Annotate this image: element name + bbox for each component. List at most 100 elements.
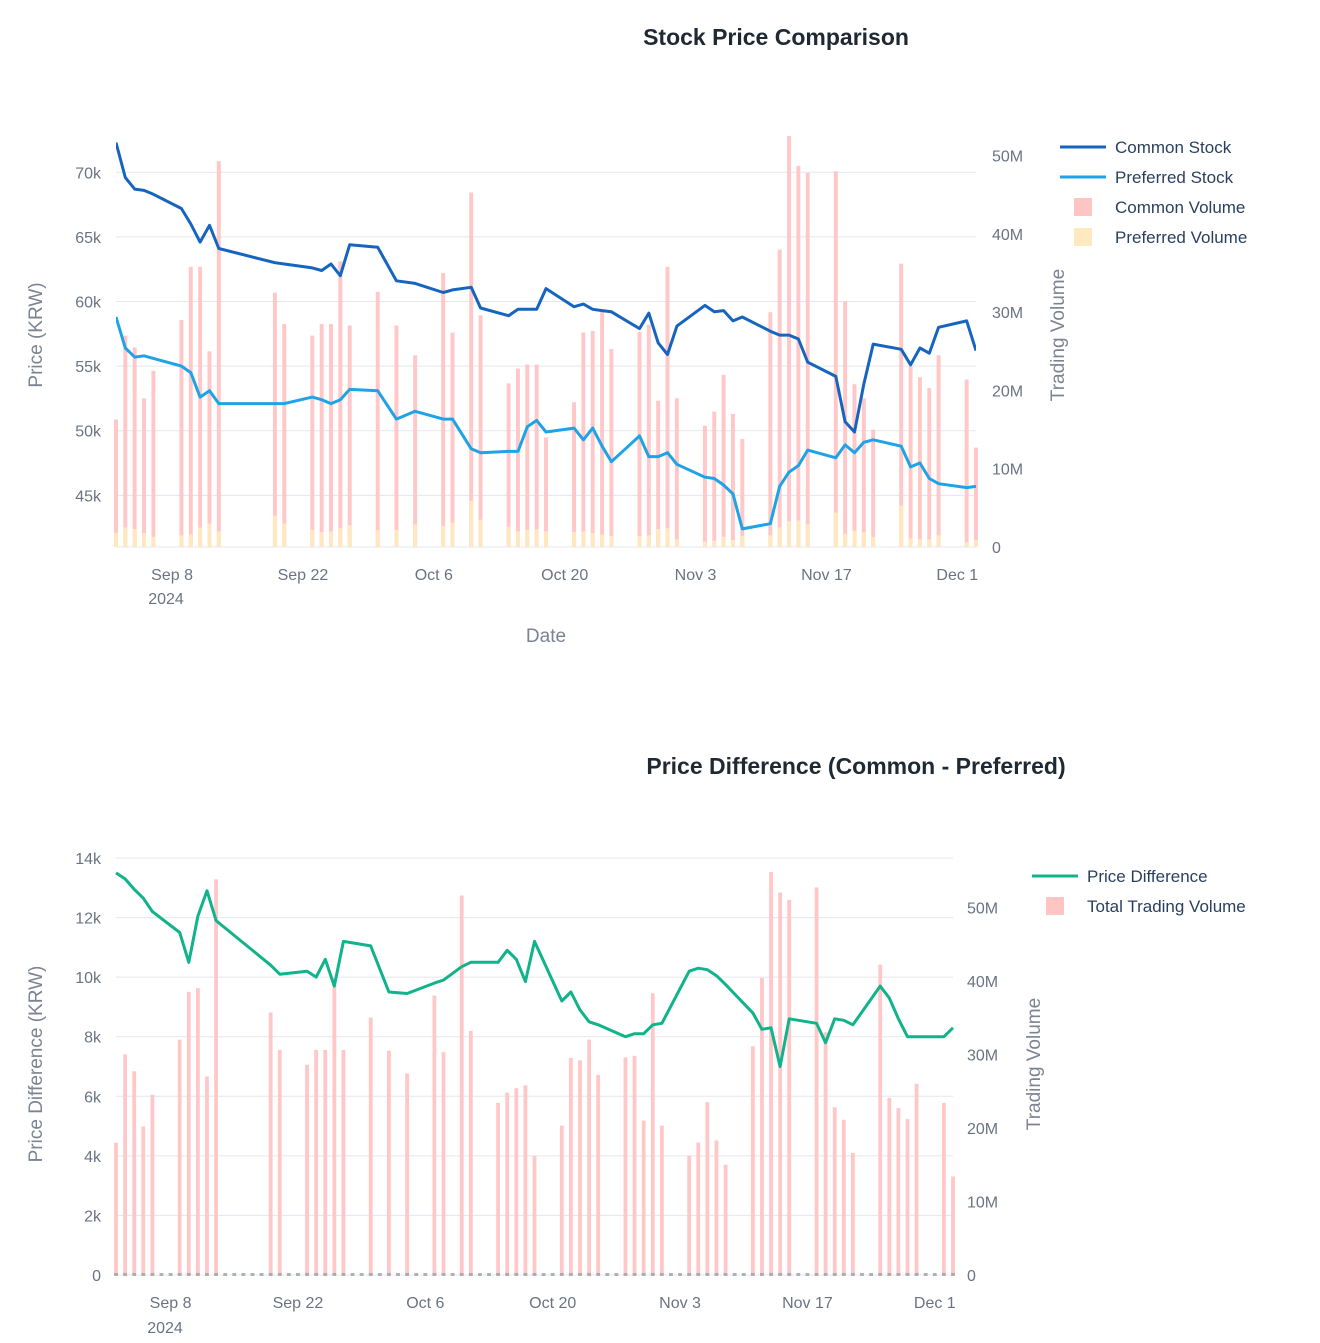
volume-bar [459, 895, 464, 1275]
zero-marker [459, 1273, 464, 1276]
volume-bar [896, 1108, 901, 1275]
volume-bar [787, 136, 792, 547]
zero-marker [159, 1273, 164, 1276]
zero-marker [678, 1273, 682, 1276]
legend-label: Common Stock [1115, 138, 1232, 157]
volume-bar [572, 402, 577, 547]
zero-marker [368, 1273, 373, 1276]
volume-bar [151, 370, 156, 547]
zero-baseline-markers [114, 1273, 955, 1276]
y2-tick-label: 10M [992, 462, 1023, 479]
volume-bar [198, 527, 203, 547]
volume-bar [936, 355, 941, 547]
volume-bar [650, 993, 655, 1275]
zero-marker [823, 1273, 828, 1276]
volume-bar [646, 535, 651, 547]
zero-marker [687, 1273, 692, 1276]
volume-bar [151, 536, 156, 547]
volume-bar [534, 364, 539, 547]
volume-bar [974, 447, 978, 547]
volume-bar [142, 398, 147, 547]
volume-bar [132, 347, 137, 547]
x-tick-label: Oct 6 [406, 1295, 444, 1312]
volume-bar [216, 161, 221, 547]
zero-marker [250, 1273, 255, 1276]
zero-marker [832, 1273, 837, 1276]
zero-marker [869, 1273, 874, 1276]
volume-bar [623, 1057, 628, 1275]
y2-tick-label: 20M [967, 1121, 998, 1138]
volume-bar [796, 165, 801, 547]
volume-bar [705, 1102, 710, 1275]
volume-bar [506, 383, 511, 547]
volume-bar [478, 519, 483, 547]
volume-bar [600, 534, 605, 547]
volume-bar [272, 515, 277, 547]
volume-bar [142, 532, 147, 547]
x-tick-label: Sep 22 [278, 567, 329, 584]
y2-axis-title: Trading Volume [1048, 269, 1069, 401]
legend: Common Stock Preferred Stock Common Volume… [1060, 138, 1247, 247]
stock-price-comparison-chart: Stock Price Comparison 45k 50k 55k 60k 65k 70… [26, 24, 1247, 647]
volume-bar [740, 536, 745, 547]
zero-marker [805, 1273, 810, 1276]
y2-tick-label: 40M [967, 974, 998, 991]
volume-bar [478, 315, 483, 547]
y2-tick-label: 30M [992, 305, 1023, 322]
legend-bar-swatch [1046, 897, 1064, 915]
volume-bar [578, 1060, 582, 1275]
zero-marker [141, 1273, 146, 1276]
x-axis-title: Date [526, 626, 566, 647]
volume-bar [207, 351, 212, 547]
volume-bar [469, 500, 474, 547]
legend: Price Difference Total Trading Volume [1032, 867, 1246, 916]
y-tick-label: 45k [75, 488, 102, 505]
volume-bar [544, 531, 548, 547]
volume-bar [441, 1052, 446, 1275]
volume-bar [852, 530, 857, 547]
x-axis-ticks: Sep 8 Sep 22 Oct 6 Oct 20 Nov 3 Nov 17 Dec 1 [150, 1295, 956, 1312]
x-tick-label: Dec 1 [936, 567, 978, 584]
zero-marker [641, 1273, 646, 1276]
volume-bar [198, 266, 203, 547]
volume-bar [843, 301, 848, 547]
zero-marker [232, 1273, 237, 1276]
zero-marker [760, 1273, 764, 1276]
zero-marker [214, 1273, 218, 1276]
volume-bar [319, 532, 324, 547]
volume-bar [596, 1074, 601, 1275]
volume-bar [141, 1126, 146, 1275]
volume-bar [833, 171, 838, 548]
total-volume-bars [114, 871, 955, 1275]
x-tick-label: Dec 1 [914, 1295, 956, 1312]
zero-marker [568, 1273, 573, 1276]
volume-bar [568, 1058, 573, 1275]
volume-bar [714, 1140, 719, 1275]
volume-bar [413, 524, 418, 547]
volume-bar [319, 323, 324, 547]
volume-bar [656, 400, 661, 547]
volume-bar [665, 528, 670, 547]
y-tick-label: 70k [75, 165, 102, 182]
zero-marker [168, 1273, 173, 1276]
y2-tick-label: 50M [992, 149, 1023, 166]
volume-bar [641, 1120, 646, 1275]
y2-tick-label: 0 [967, 1268, 976, 1285]
volume-bar [723, 1164, 728, 1275]
volume-bar [179, 320, 184, 547]
y2-tick-label: 40M [992, 227, 1023, 244]
zero-marker [705, 1273, 710, 1276]
volume-bar [114, 1142, 118, 1275]
y-tick-label: 55k [75, 359, 102, 376]
zero-marker [559, 1273, 564, 1276]
zero-marker [468, 1273, 473, 1276]
volume-bar [394, 529, 399, 547]
y2-tick-label: 0 [992, 540, 1001, 557]
volume-bar [600, 310, 605, 547]
zero-marker [177, 1273, 182, 1276]
volume-bar [841, 1119, 846, 1275]
y2-tick-label: 30M [967, 1047, 998, 1064]
zero-marker [432, 1273, 437, 1276]
volume-bar [207, 523, 212, 547]
zero-marker [423, 1273, 428, 1276]
